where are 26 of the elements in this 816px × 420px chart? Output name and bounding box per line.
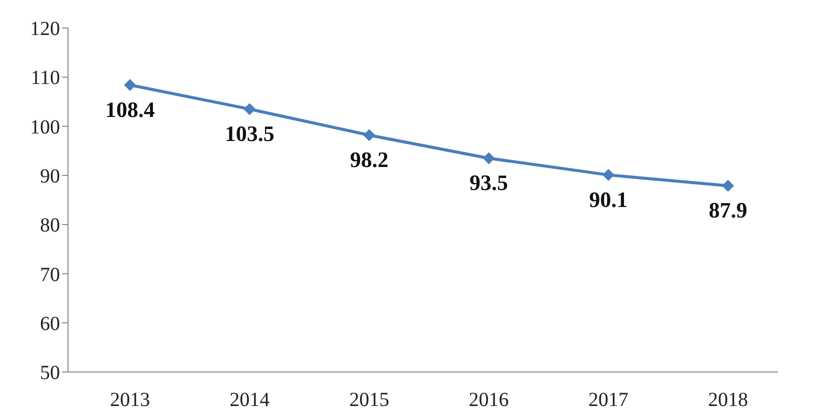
point	[124, 79, 136, 92]
data-label: 93.5	[470, 170, 508, 196]
data-label: 98.2	[350, 147, 388, 172]
x-tick-label: 2014	[230, 389, 270, 412]
data-label: 90.1	[589, 186, 628, 212]
x-tick-label: 2015	[349, 389, 390, 412]
y-tick-label: 70	[40, 264, 60, 286]
x-tick-label: 2018	[708, 389, 748, 412]
y-tick-label: 110	[30, 67, 60, 90]
point	[244, 103, 256, 116]
y-tick-label: 60	[40, 312, 60, 335]
y-tick-label: 120	[30, 18, 60, 40]
data-label: 103.5	[224, 121, 274, 146]
point	[363, 129, 376, 142]
y-tick-label: 100	[30, 116, 60, 138]
y-tick-label: 50	[40, 362, 60, 384]
y-tick-label: 90	[40, 166, 60, 188]
data-label: 108.4	[105, 97, 155, 122]
point	[602, 168, 614, 181]
data-label: 87.9	[708, 198, 748, 223]
y-tick-label: 80	[40, 214, 60, 237]
point	[482, 152, 495, 164]
x-tick-label: 2013	[110, 389, 150, 412]
x-tick-label: 2016	[468, 389, 509, 412]
x-tick-label: 2017	[588, 389, 628, 412]
point	[722, 180, 734, 192]
